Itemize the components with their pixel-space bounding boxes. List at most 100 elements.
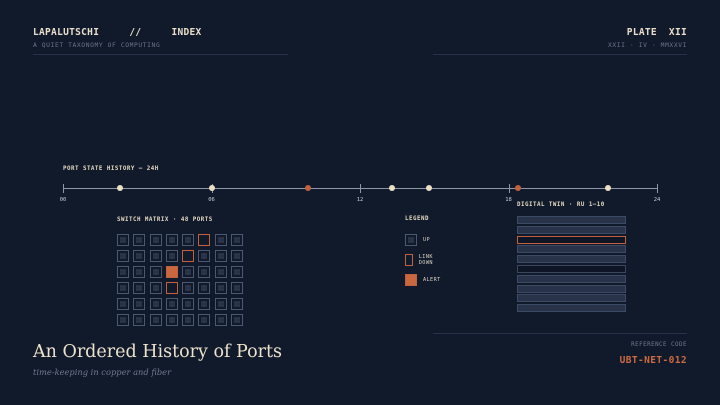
port-up[interactable]: [214, 298, 227, 311]
port-up[interactable]: [182, 266, 195, 279]
header-separator: //: [129, 27, 142, 38]
port-up[interactable]: [133, 314, 146, 327]
port-up[interactable]: [214, 314, 227, 327]
header-right: PLATE XII XXII · IV · MMXXVI: [608, 27, 687, 49]
port-up[interactable]: [231, 250, 244, 263]
port-up[interactable]: [214, 234, 227, 246]
rack-unit-filled[interactable]: [517, 225, 626, 234]
plate-date: XXII · IV · MMXXVI: [607, 42, 687, 49]
reference-label: REFERENCE CODE: [631, 342, 687, 348]
port-up[interactable]: [149, 250, 162, 263]
legend-item-alert: ALERT: [405, 274, 441, 286]
rack-unit-fault[interactable]: [517, 235, 626, 244]
rack-unit-filled[interactable]: [517, 274, 626, 283]
legend-swatch-up: [405, 234, 417, 246]
port-up[interactable]: [149, 298, 162, 311]
port-up[interactable]: [231, 314, 244, 327]
port-up[interactable]: [231, 266, 244, 279]
plate-label: PLATE XII: [626, 27, 687, 38]
port-up[interactable]: [214, 250, 227, 263]
port-up[interactable]: [165, 298, 178, 311]
port-up[interactable]: [182, 282, 195, 295]
timeline-tick-label: 00: [59, 197, 67, 203]
port-up[interactable]: [117, 298, 129, 311]
legend-text-alert: ALERT: [423, 277, 441, 283]
port-up[interactable]: [198, 266, 211, 279]
timeline-tick: [360, 184, 361, 193]
legend-swatch-alert: [405, 274, 417, 286]
timeline-tick: [657, 184, 658, 193]
port-up[interactable]: [117, 314, 129, 327]
rack-unit-empty[interactable]: [517, 265, 626, 273]
port-up[interactable]: [198, 314, 211, 327]
timeline-event-up[interactable]: [604, 185, 611, 191]
port-alert[interactable]: [165, 266, 178, 279]
legend-swatch-link-down: [405, 254, 413, 266]
port-up[interactable]: [198, 298, 211, 311]
header-section: INDEX: [171, 27, 202, 38]
port-up[interactable]: [133, 266, 146, 279]
rack-unit-filled[interactable]: [517, 304, 626, 313]
port-up[interactable]: [165, 250, 178, 263]
port-up[interactable]: [165, 314, 178, 327]
legend-text-link-down: LINK DOWN: [418, 254, 433, 266]
timeline-tick: [508, 184, 510, 193]
header-left: LAPALUTSCHI // INDEX A QUIET TAXONOMY OF…: [33, 27, 202, 49]
port-up[interactable]: [149, 234, 162, 246]
port-up[interactable]: [198, 282, 211, 295]
port-up[interactable]: [133, 234, 146, 246]
port-up[interactable]: [133, 250, 146, 263]
legend-item-up: UP: [405, 234, 430, 246]
port-up[interactable]: [133, 298, 146, 311]
port-up[interactable]: [165, 234, 178, 246]
reference-code: UBT-NET-012: [619, 355, 687, 366]
timeline-event-alert[interactable]: [515, 185, 522, 191]
timeline-tick-label: 18: [505, 197, 512, 203]
timeline-event-up[interactable]: [116, 185, 123, 191]
port-up[interactable]: [117, 266, 129, 279]
timeline-event-up[interactable]: [208, 185, 215, 191]
header-rule-left: [33, 54, 288, 55]
rack-unit-filled[interactable]: [517, 284, 626, 293]
switch-matrix: [117, 234, 244, 327]
port-up[interactable]: [149, 282, 162, 295]
timeline-tick-label: 12: [356, 197, 364, 203]
port-up[interactable]: [214, 282, 227, 295]
timeline-event-up[interactable]: [389, 185, 396, 191]
rack-unit-filled[interactable]: [517, 216, 626, 224]
brand-name: LAPALUTSCHI: [33, 27, 100, 38]
twin-label: DIGITAL TWIN · RU 1–10: [517, 202, 605, 208]
rack-unit-filled[interactable]: [517, 255, 626, 264]
footer-rule: [433, 333, 687, 334]
legend-label: LEGEND: [405, 216, 429, 222]
timeline-event-alert[interactable]: [305, 185, 312, 191]
rack-unit-filled[interactable]: [517, 294, 626, 303]
port-down[interactable]: [182, 250, 195, 263]
timeline-label: PORT STATE HISTORY — 24H: [63, 166, 159, 172]
header-subtitle: A QUIET TAXONOMY OF COMPUTING: [33, 42, 161, 49]
rack-unit-filled[interactable]: [517, 245, 626, 254]
port-up[interactable]: [182, 298, 195, 311]
header-title: LAPALUTSCHI // INDEX: [33, 27, 202, 38]
port-up[interactable]: [149, 314, 162, 327]
header-rule-right: [433, 54, 687, 55]
port-up[interactable]: [117, 282, 129, 295]
timeline-tick-label: 24: [653, 197, 661, 203]
port-down[interactable]: [165, 282, 178, 295]
port-up[interactable]: [182, 314, 195, 327]
port-up[interactable]: [133, 282, 146, 295]
port-up[interactable]: [214, 266, 227, 279]
timeline-event-up[interactable]: [426, 185, 433, 191]
port-up[interactable]: [198, 250, 211, 263]
legend-text-up: UP: [423, 237, 431, 243]
timeline-tick: [63, 184, 64, 193]
port-up[interactable]: [117, 250, 129, 263]
port-up[interactable]: [231, 282, 244, 295]
port-up[interactable]: [231, 234, 244, 246]
timeline-tick-label: 06: [208, 197, 215, 203]
port-up[interactable]: [149, 266, 162, 279]
port-down[interactable]: [198, 234, 211, 246]
port-up[interactable]: [117, 234, 129, 246]
port-up[interactable]: [231, 298, 244, 311]
port-up[interactable]: [182, 234, 195, 246]
